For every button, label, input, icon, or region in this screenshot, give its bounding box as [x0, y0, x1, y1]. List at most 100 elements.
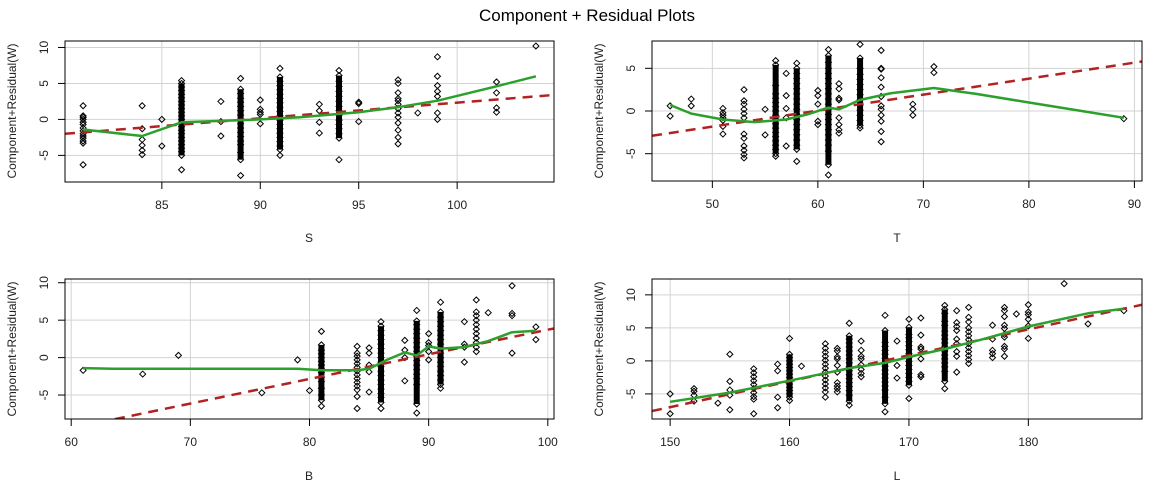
data-point — [821, 368, 830, 376]
data-point — [952, 335, 961, 343]
data-point — [793, 157, 801, 166]
data-point — [353, 342, 361, 351]
data-point — [174, 351, 183, 360]
data-point — [824, 171, 833, 179]
data-point — [353, 356, 361, 364]
data-point — [750, 369, 758, 377]
data-point — [917, 314, 925, 322]
data-point — [433, 87, 442, 96]
data-point — [750, 388, 758, 397]
data-point — [877, 138, 885, 146]
data-point — [773, 404, 782, 412]
data-point — [750, 410, 758, 418]
x-tick-label: 50 — [706, 197, 720, 211]
y-axis-label: Component+Residual(W) — [5, 43, 19, 178]
data-point — [833, 384, 842, 393]
data-point — [353, 349, 361, 357]
data-point — [719, 108, 727, 117]
data-point — [394, 79, 402, 88]
data-point — [835, 114, 843, 122]
data-point — [353, 352, 361, 360]
data-point — [988, 346, 997, 355]
data-point — [881, 408, 889, 416]
data-point — [909, 100, 917, 108]
data-point — [472, 311, 481, 320]
data-point — [353, 359, 361, 368]
data-point — [436, 298, 445, 306]
x-tick-label: 160 — [780, 435, 800, 449]
data-point — [750, 395, 758, 403]
data-point — [952, 352, 961, 360]
data-point — [761, 131, 769, 139]
data-point — [833, 344, 842, 353]
data-point — [217, 132, 225, 140]
data-point — [401, 353, 409, 362]
grid-lines — [65, 279, 554, 419]
data-point — [814, 86, 822, 95]
dense-point-column — [413, 320, 420, 405]
data-point — [964, 347, 973, 356]
data-point — [877, 127, 885, 136]
data-point — [857, 352, 865, 360]
data-point — [877, 46, 885, 55]
data-point — [158, 142, 166, 150]
data-point — [472, 347, 481, 356]
data-point — [433, 109, 442, 117]
data-point — [917, 373, 925, 381]
data-point — [687, 102, 695, 110]
data-point — [821, 384, 830, 392]
data-point — [964, 328, 973, 336]
data-point — [1024, 301, 1033, 309]
data-point — [952, 318, 961, 327]
data-point — [532, 323, 540, 331]
data-point — [315, 118, 324, 126]
data-point — [821, 352, 830, 360]
data-point — [690, 397, 698, 405]
data-point — [353, 392, 361, 401]
data-point — [793, 59, 801, 67]
data-point — [857, 337, 865, 345]
panel-t: T Component+Residual(W) 50 60 70 80 90 -5 0 5 — [592, 40, 1143, 245]
x-tick-label: 60 — [65, 435, 79, 449]
y-tick-label: 10 — [624, 288, 638, 302]
data-point — [917, 343, 925, 351]
data-point — [436, 384, 445, 393]
data-point — [952, 368, 961, 376]
data-point — [79, 161, 87, 169]
data-point — [893, 374, 901, 382]
data-point — [857, 373, 865, 381]
data-point — [773, 367, 782, 375]
data-point — [917, 355, 925, 363]
dense-point-column — [336, 75, 343, 139]
data-point — [424, 347, 433, 356]
data-point — [365, 368, 373, 376]
panel-l: L Component+Residual(W) 150 160 170 180 -5 0 5… — [592, 278, 1143, 483]
data-point — [472, 316, 481, 324]
data-point — [460, 317, 469, 326]
linear-fit-line — [652, 303, 1142, 413]
data-point — [845, 319, 853, 327]
y-axis-label: Component+Residual(W) — [592, 43, 606, 178]
data-point — [740, 130, 748, 138]
data-point — [532, 42, 540, 50]
data-point — [714, 399, 722, 407]
data-point — [472, 320, 481, 329]
data-point — [433, 92, 442, 101]
y-tick-label: 0 — [37, 354, 51, 361]
data-point — [472, 334, 481, 342]
data-point — [988, 349, 997, 358]
y-tick-label: 0 — [37, 116, 51, 123]
data-point — [353, 386, 361, 394]
data-point — [821, 356, 830, 364]
dense-point-column — [793, 68, 800, 150]
data-point — [909, 111, 917, 119]
data-point — [857, 361, 865, 369]
dense-point-column — [276, 76, 283, 150]
smoother-line — [83, 329, 536, 372]
y-tick-label: -5 — [624, 388, 638, 399]
data-point — [835, 129, 843, 137]
data-point — [1000, 342, 1009, 351]
data-point — [930, 68, 938, 77]
data-point — [952, 347, 961, 356]
data-point — [814, 100, 822, 108]
